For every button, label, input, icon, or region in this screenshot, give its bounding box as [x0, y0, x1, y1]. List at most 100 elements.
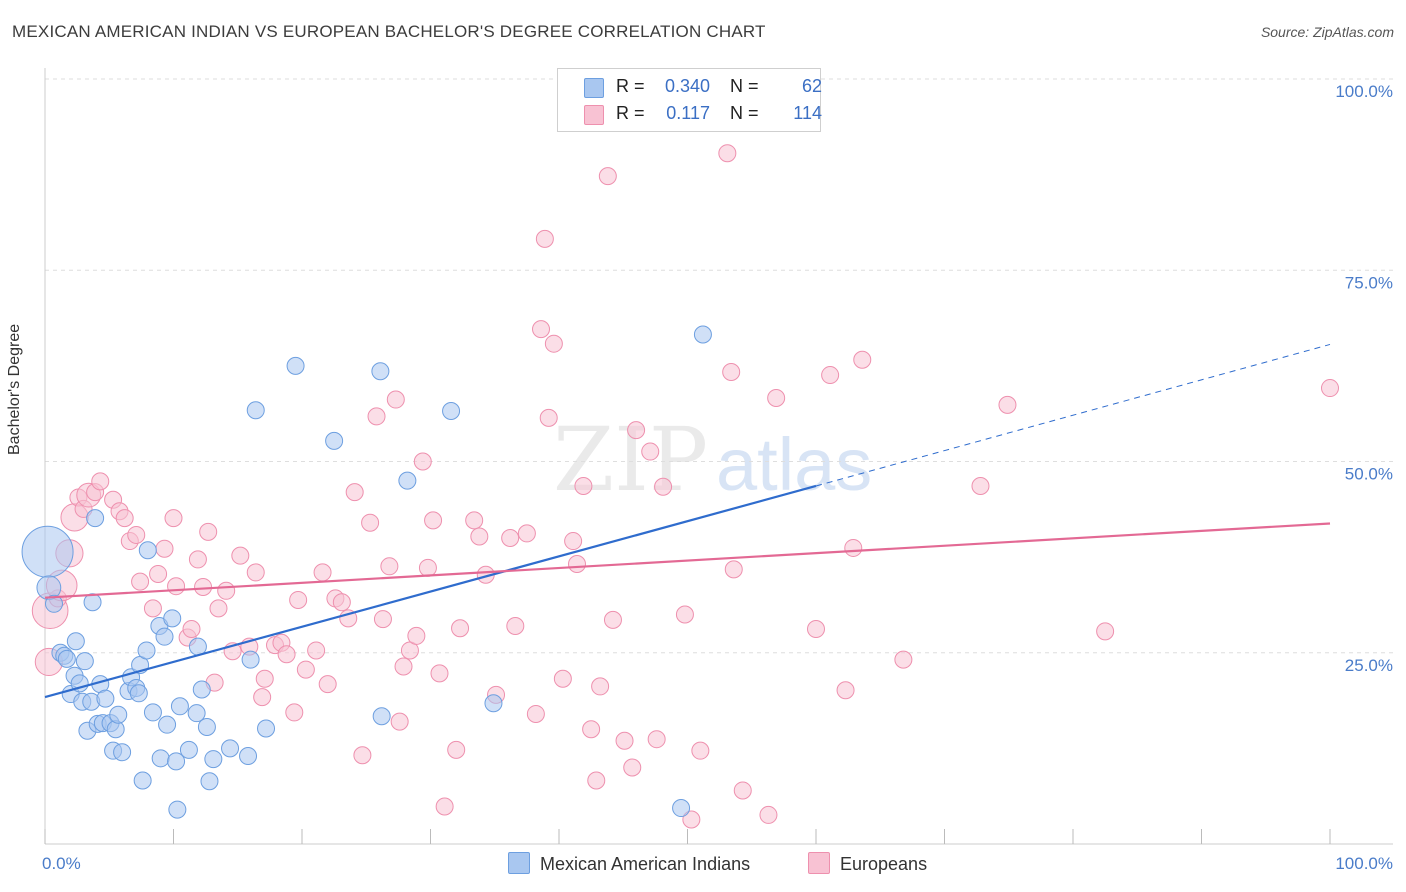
point-mexican-american-indian [151, 749, 170, 768]
point-mexican-american-indian [168, 800, 187, 819]
point-european [567, 555, 586, 574]
point-mexican-american-indian [179, 740, 198, 759]
point-mexican-american-indian [109, 705, 128, 724]
point-european [759, 805, 778, 824]
y-tick-label: 75.0% [1345, 273, 1393, 292]
point-european [615, 731, 634, 750]
point-european [424, 511, 443, 530]
point-european [627, 421, 646, 440]
point-european [407, 626, 426, 645]
stats-legend: R = 0.340 N = 62 R = 0.117 N = 114 [557, 68, 822, 132]
point-mexican-american-indian [239, 747, 258, 766]
n-label: N = [730, 103, 759, 123]
y-tick-label: 50.0% [1345, 465, 1393, 484]
point-mexican-american-indian [21, 525, 74, 578]
point-european [345, 483, 364, 502]
point-mexican-american-indian [57, 649, 76, 668]
point-european [718, 144, 737, 163]
legend-swatch-blue [584, 78, 604, 98]
tick-labels: 100.0% 75.0% 50.0% 25.0% 0.0% 100.0% [42, 82, 1393, 873]
source-label: Source: ZipAtlas.com [1260, 24, 1394, 40]
point-european [253, 688, 272, 707]
n-value: 62 [801, 76, 822, 96]
bottom-legend-swatch-pink [808, 852, 830, 874]
point-european [182, 620, 201, 639]
point-european [654, 477, 673, 496]
point-european [1096, 622, 1115, 641]
point-mexican-american-indian [137, 641, 156, 660]
point-european [470, 527, 489, 546]
point-european [289, 590, 308, 609]
bottom-legend-label: Europeans [840, 854, 928, 874]
point-european [894, 650, 913, 669]
point-european [733, 781, 752, 800]
point-european [623, 758, 642, 777]
point-european [255, 669, 274, 688]
point-mexican-american-indian [442, 402, 461, 421]
point-mexican-american-indian [158, 715, 177, 734]
point-mexican-american-indian [113, 743, 132, 762]
bottom-legend-label: Mexican American Indians [540, 854, 751, 874]
point-mexican-american-indian [129, 684, 148, 703]
point-european [318, 675, 337, 694]
point-mexican-american-indian [484, 694, 503, 713]
point-european [361, 513, 380, 532]
y-tick-label: 25.0% [1345, 656, 1393, 675]
point-european [217, 581, 236, 600]
point-mexican-american-indian [204, 750, 223, 769]
point-european [539, 408, 558, 427]
point-european [91, 472, 110, 491]
point-european [641, 442, 660, 461]
point-european [149, 564, 168, 583]
point-european [506, 616, 525, 635]
point-european [199, 522, 218, 541]
point-european [231, 546, 250, 565]
point-european [582, 720, 601, 739]
point-european [307, 641, 326, 660]
point-mexican-american-indian [170, 697, 189, 716]
point-european [277, 645, 296, 664]
point-european [367, 407, 386, 426]
point-european [430, 664, 449, 683]
point-mexican-american-indian [672, 799, 691, 818]
point-european [807, 620, 825, 639]
point-european [194, 577, 213, 596]
r-label: R = [616, 103, 645, 123]
point-european [465, 511, 484, 530]
bottom-legend-europeans: Europeans [808, 852, 927, 875]
point-mexican-american-indian [167, 752, 186, 771]
point-european [413, 452, 432, 471]
point-mexican-american-indian [75, 652, 94, 671]
bottom-legend-mexican-american-indians: Mexican American Indians [508, 852, 750, 875]
europeans-points [31, 144, 1339, 829]
point-european [447, 740, 466, 759]
point-mexican-american-indian [155, 627, 174, 646]
point-european [526, 704, 545, 723]
point-european [435, 797, 454, 816]
point-european [517, 524, 536, 543]
point-european [394, 657, 413, 676]
x-tick-label: 100.0% [1335, 854, 1393, 873]
n-value: 114 [793, 103, 822, 123]
point-mexican-american-indian [192, 680, 211, 699]
point-european [373, 610, 392, 629]
point-mexican-american-indian [325, 431, 344, 450]
point-mexican-american-indian [44, 594, 63, 613]
point-mexican-american-indian [133, 771, 152, 790]
point-mexican-american-indian [257, 719, 276, 738]
point-european [682, 810, 701, 829]
mexican-american-indians-points [21, 325, 712, 819]
y-tick-label: 100.0% [1335, 82, 1393, 101]
trend-line-extension-mexican-american-indians [815, 343, 1331, 487]
trend-line-mexican-american-indians [44, 484, 817, 699]
point-european [971, 476, 990, 495]
point-mexican-american-indian [143, 703, 162, 722]
point-mexican-american-indian [70, 674, 89, 693]
trend-line-europeans [44, 522, 1331, 599]
point-european [722, 362, 741, 381]
point-european [188, 550, 207, 569]
point-european [501, 529, 520, 547]
watermark-atlas: atlas [716, 423, 872, 506]
trend-lines [44, 343, 1331, 699]
point-mexican-american-indian [246, 401, 265, 420]
